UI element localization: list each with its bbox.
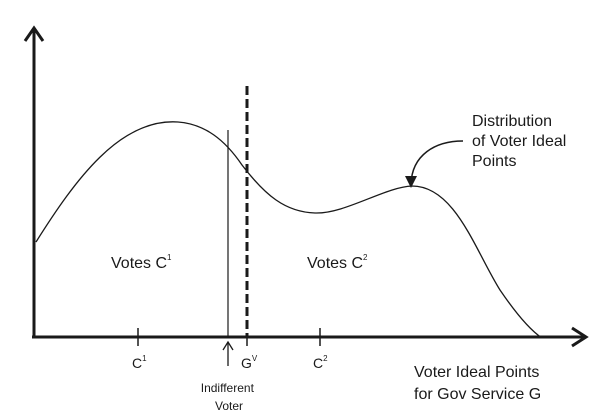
tick-label-c1: C1 xyxy=(132,354,147,371)
distribution-curve xyxy=(36,122,542,338)
x-axis-label: Voter Ideal Points for Gov Service G xyxy=(414,364,544,403)
tick-label-gv: GV xyxy=(241,354,258,371)
tick-label-c2: C2 xyxy=(313,354,328,371)
votes-c1-label: Votes C1 xyxy=(111,253,172,272)
distribution-pointer-arrow xyxy=(411,141,463,184)
distribution-label: Distribution of Voter Ideal Points xyxy=(472,113,571,170)
indifferent-voter-label: Indifferent Voter xyxy=(201,381,258,413)
votes-c2-label: Votes C2 xyxy=(307,253,368,272)
